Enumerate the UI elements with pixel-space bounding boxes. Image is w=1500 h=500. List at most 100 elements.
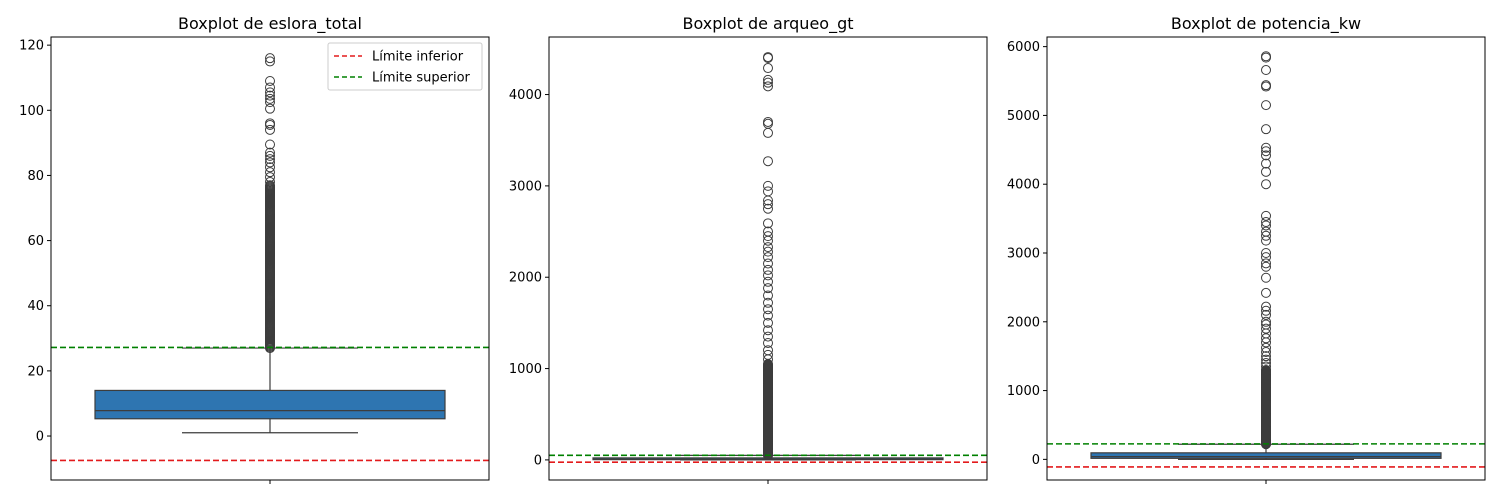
outlier-point: [1261, 100, 1271, 111]
outlier-point: [1261, 272, 1271, 283]
y-tick-label: 120: [19, 39, 44, 54]
outlier-point: [763, 199, 773, 210]
y-tick-label: 40: [27, 299, 44, 314]
outlier-point: [1261, 305, 1271, 316]
outlier-point: [265, 154, 275, 165]
outlier-point: [1261, 347, 1271, 358]
outlier-point: [763, 276, 773, 287]
y-tick-label: 3000: [509, 179, 542, 194]
subplot-title: Boxplot de potencia_kw: [1171, 14, 1361, 34]
outlier-point: [1261, 124, 1271, 135]
outlier-point: [265, 180, 275, 191]
legend: Límite inferior Límite superior: [327, 42, 483, 91]
outlier-point: [265, 103, 275, 114]
outlier-point: [763, 331, 773, 342]
outlier-point: [763, 203, 773, 214]
plot-area: [549, 52, 987, 463]
y-tick-label: 20: [27, 364, 44, 379]
outlier-point: [1261, 150, 1271, 161]
outlier-point: [1261, 51, 1271, 62]
outlier-point: [1261, 258, 1271, 269]
iqr-box: [1090, 452, 1442, 459]
y-tick-label: 1000: [509, 362, 542, 377]
outlier-point: [265, 176, 275, 187]
y-tick-label: 6000: [1007, 40, 1040, 55]
outlier-point: [1261, 230, 1271, 241]
outlier-point: [265, 93, 275, 104]
outlier-point: [1261, 220, 1271, 231]
outlier-point: [1261, 158, 1271, 169]
outlier-point: [763, 77, 773, 88]
outlier-point: [265, 150, 275, 161]
outlier-band: [1261, 364, 1271, 450]
outlier-point: [265, 162, 275, 173]
subplot-title: Boxplot de arqueo_gt: [682, 14, 853, 34]
outlier-point: [763, 252, 773, 263]
outlier-point: [1261, 319, 1271, 330]
outlier-point: [1261, 179, 1271, 190]
outlier-point: [265, 157, 275, 168]
y-tick-label: 0: [1032, 453, 1040, 468]
y-tick-label: 4000: [509, 88, 542, 103]
subplot-potencia-kw: Boxplot de potencia_kw 0 1000 2000 3000 4000…: [1007, 14, 1486, 484]
outlier-point: [265, 87, 275, 98]
outlier-point: [1261, 80, 1271, 91]
outlier-point: [763, 116, 773, 127]
outlier-point: [763, 290, 773, 301]
outlier-point: [265, 167, 275, 178]
outlier-point: [1261, 226, 1271, 237]
outlier-band: [265, 180, 275, 354]
y-tick-label: 3000: [1007, 246, 1040, 261]
outlier-point: [265, 90, 275, 101]
plot-content: [51, 53, 489, 462]
outlier-point: [763, 186, 773, 197]
outlier-point: [763, 63, 773, 74]
outlier-point: [763, 270, 773, 281]
outlier-point: [1261, 309, 1271, 320]
outlier-point: [763, 325, 773, 336]
outlier-point: [1261, 247, 1271, 258]
outlier-point: [763, 242, 773, 253]
plot-content: [1047, 51, 1485, 468]
outlier-point: [763, 349, 773, 360]
outlier-point: [763, 74, 773, 85]
outlier-point: [1261, 316, 1271, 327]
outlier-point: [265, 124, 275, 135]
outlier-point: [763, 337, 773, 348]
y-tick-label: 100: [19, 104, 44, 119]
plot-area: [51, 53, 489, 462]
y-tick-label: 2000: [1007, 315, 1040, 330]
outlier-point: [1261, 333, 1271, 344]
outlier-point: [763, 297, 773, 308]
iqr-box: [94, 389, 446, 420]
outlier-point: [1261, 287, 1271, 298]
outlier-point: [1261, 301, 1271, 312]
outlier-point: [1261, 65, 1271, 76]
legend-label-upper: Límite superior: [372, 71, 471, 86]
y-tick-label: 0: [534, 453, 542, 468]
outlier-point: [1261, 351, 1271, 362]
outlier-point: [265, 97, 275, 108]
axes: 0 1000 2000 3000 4000 5000 6000: [1007, 36, 1486, 484]
outlier-point: [1261, 323, 1271, 334]
outlier-point: [1261, 217, 1271, 228]
outlier-point: [763, 246, 773, 257]
legend-frame: [327, 42, 483, 91]
outlier-point: [763, 231, 773, 242]
outlier-point: [265, 147, 275, 158]
outlier-point: [1261, 252, 1271, 263]
outlier-band: [763, 358, 773, 461]
y-tick-label: 60: [27, 234, 44, 249]
outlier-point: [1261, 354, 1271, 365]
outlier-point: [763, 218, 773, 229]
outlier-point: [1261, 364, 1271, 375]
outlier-point: [1261, 146, 1271, 157]
subplot-title: Boxplot de eslora_total: [178, 14, 362, 34]
outlier-point: [265, 139, 275, 150]
outlier-point: [1261, 261, 1271, 272]
plot-content: [549, 52, 987, 463]
outlier-point: [1261, 210, 1271, 221]
subplot-eslora-total: Boxplot de eslora_total 020406080100120 …: [19, 14, 490, 484]
outlier-point: [265, 53, 275, 64]
